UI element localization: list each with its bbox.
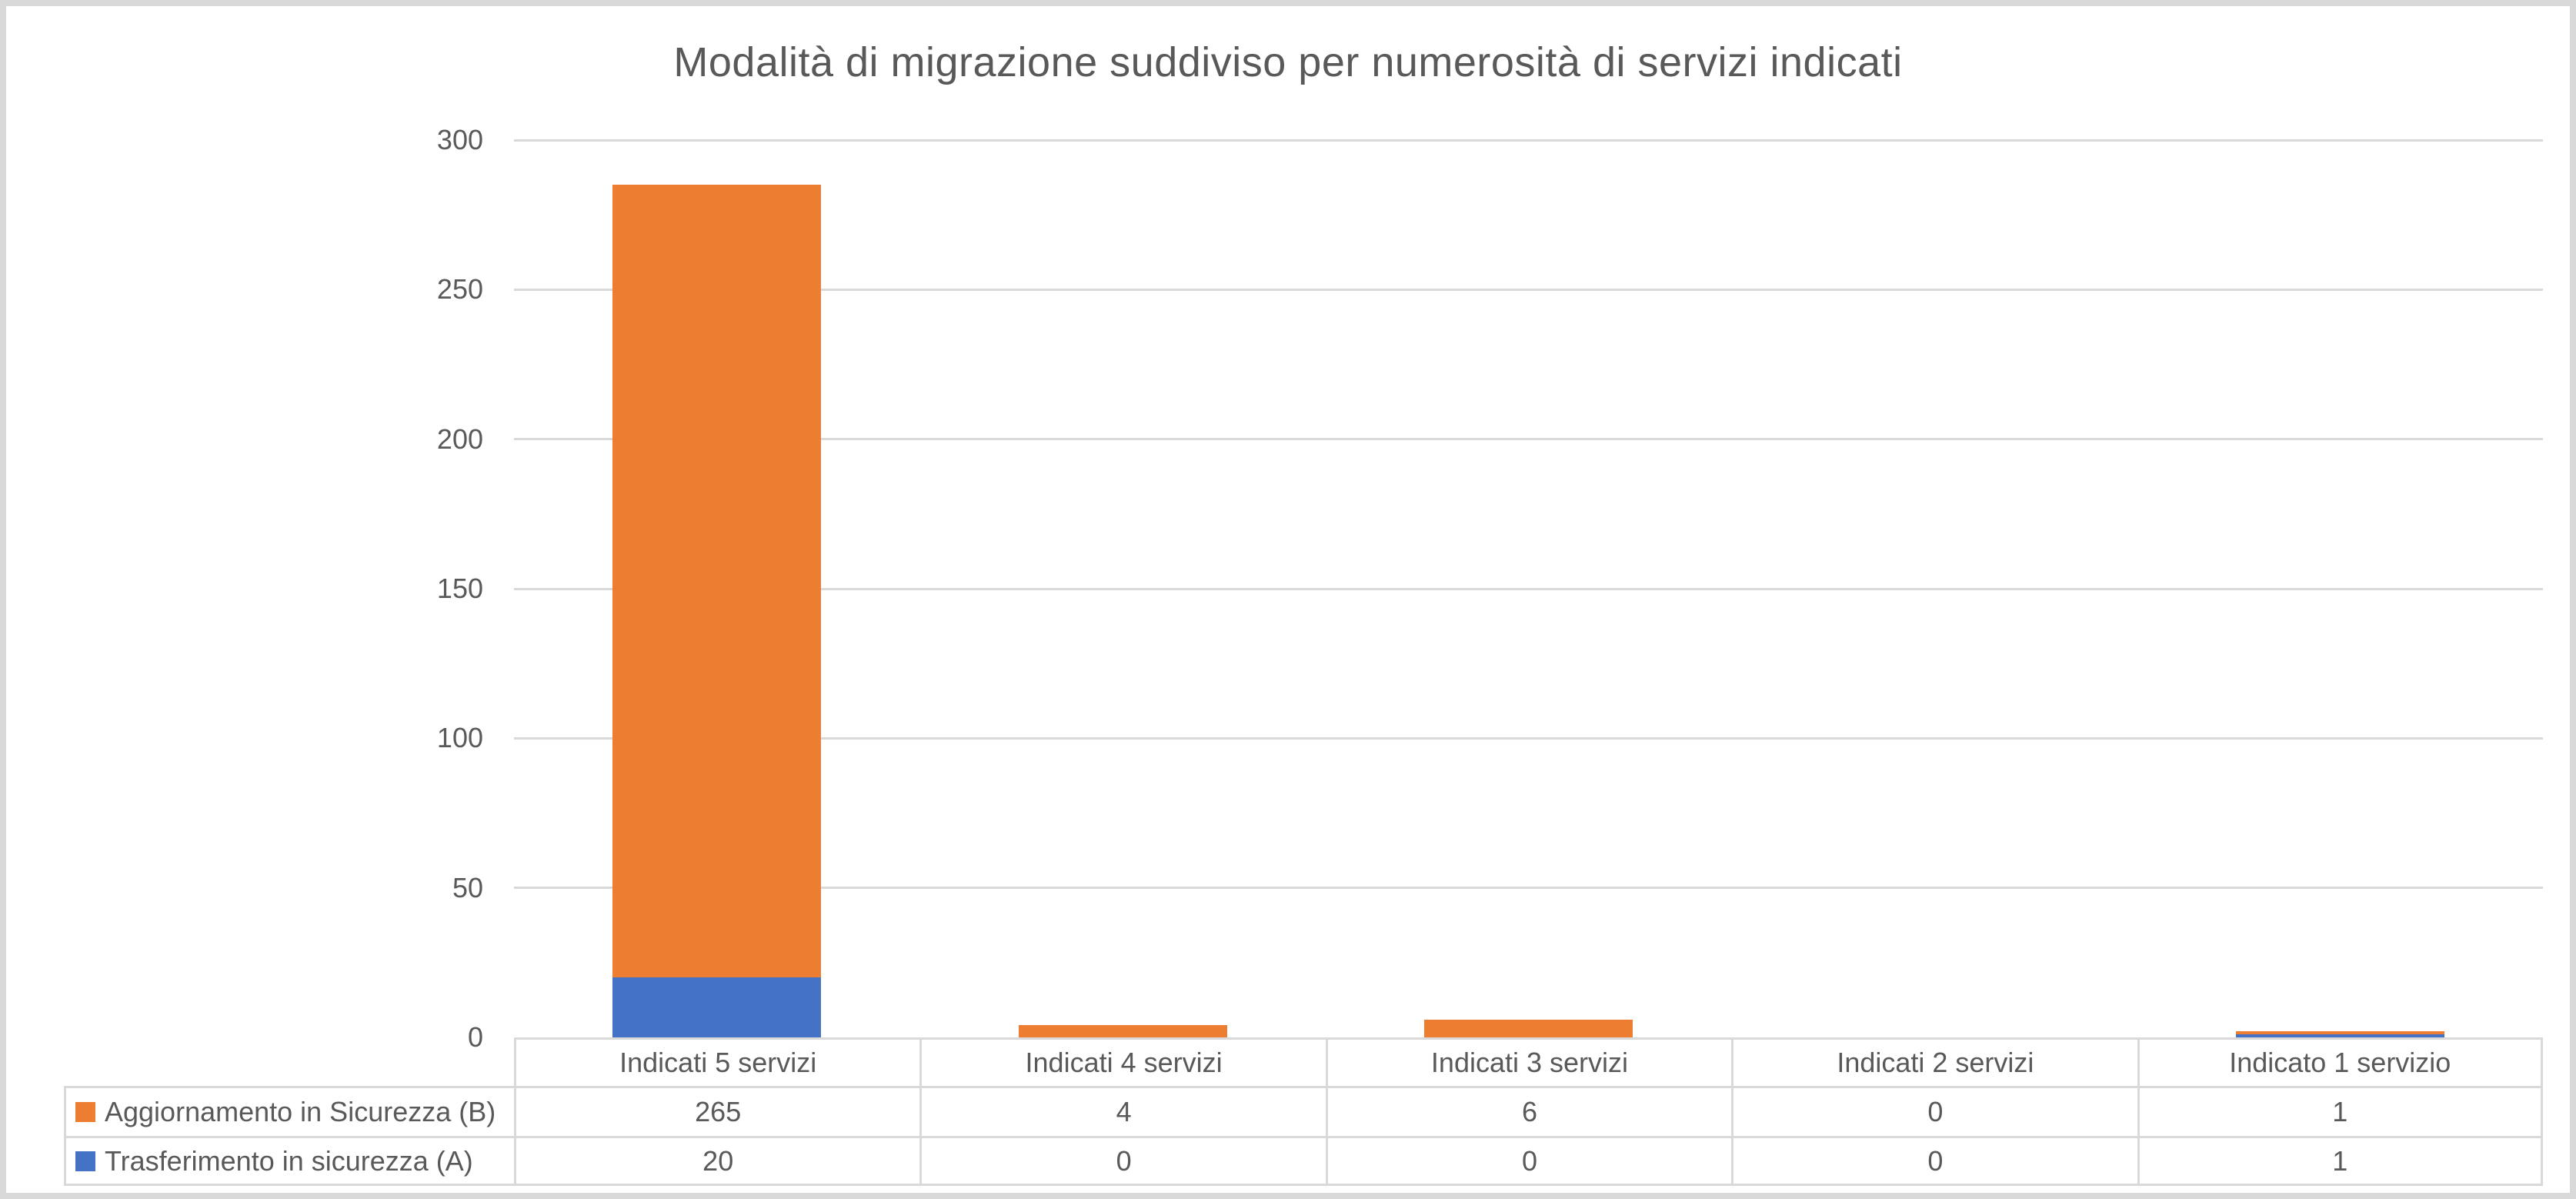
legend-cell-2: Trasferimento in sicurezza (A) — [64, 1136, 514, 1186]
value-cell-r2-c5: 1 — [2137, 1136, 2543, 1186]
y-tick-label-150: 150 — [436, 573, 483, 604]
category-header-2: Indicati 4 servizi — [919, 1037, 1326, 1086]
gridline-250 — [514, 288, 2543, 291]
category-header-3: Indicati 3 servizi — [1325, 1037, 1732, 1086]
value-cell-r2-c3: 0 — [1325, 1136, 1732, 1186]
value-cell-r1-c3: 6 — [1325, 1086, 1732, 1136]
y-tick-label-200: 200 — [436, 422, 483, 455]
value-cell-r1-c2: 4 — [919, 1086, 1326, 1136]
value-cell-r2-c4: 0 — [1731, 1136, 2137, 1186]
bar-segment-aggiornamento-in-sicurezza-b--cat2 — [1018, 1025, 1227, 1037]
table-corner-cell — [64, 1037, 514, 1086]
bar-segment-aggiornamento-in-sicurezza-b--cat5 — [2235, 1031, 2444, 1035]
y-tick-label-0: 0 — [467, 1021, 483, 1053]
value-cell-r1-c1: 265 — [514, 1086, 920, 1136]
bar-segment-trasferimento-in-sicurezza-a--cat5 — [2235, 1034, 2444, 1037]
y-tick-label-50: 50 — [452, 871, 483, 903]
series-name-1: Aggiornamento in Sicurezza (B) — [105, 1096, 496, 1127]
y-tick-label-300: 300 — [436, 124, 483, 155]
value-cell-r1-c4: 0 — [1731, 1086, 2137, 1136]
gridline-300 — [514, 139, 2543, 142]
legend-swatch-1-icon — [75, 1102, 95, 1122]
category-header-1: Indicati 5 servizi — [514, 1037, 920, 1086]
legend-cell-1: Aggiornamento in Sicurezza (B) — [64, 1086, 514, 1136]
series-name-2: Trasferimento in sicurezza (A) — [105, 1144, 473, 1177]
gridline-100 — [514, 736, 2543, 740]
value-cell-r1-c5: 1 — [2137, 1086, 2543, 1136]
value-cell-r2-c2: 0 — [919, 1136, 1326, 1186]
bar-segment-trasferimento-in-sicurezza-a--cat1 — [612, 977, 822, 1037]
gridline-200 — [514, 438, 2543, 441]
bar-segment-aggiornamento-in-sicurezza-b--cat1 — [612, 185, 822, 978]
value-cell-r2-c1: 20 — [514, 1136, 920, 1186]
category-header-5: Indicato 1 servizio — [2137, 1037, 2543, 1086]
chart-title: Modalità di migrazione suddiviso per num… — [673, 39, 1903, 85]
gridline-150 — [514, 587, 2543, 590]
category-header-4: Indicati 2 servizi — [1731, 1037, 2137, 1086]
y-tick-label-250: 250 — [436, 273, 483, 306]
y-tick-label-100: 100 — [436, 722, 483, 754]
gridline-50 — [514, 887, 2543, 890]
bar-segment-aggiornamento-in-sicurezza-b--cat3 — [1424, 1019, 1633, 1037]
legend-swatch-2-icon — [75, 1151, 95, 1171]
data-table: Indicati 5 servizi Indicati 4 servizi Indi… — [64, 1037, 2543, 1186]
